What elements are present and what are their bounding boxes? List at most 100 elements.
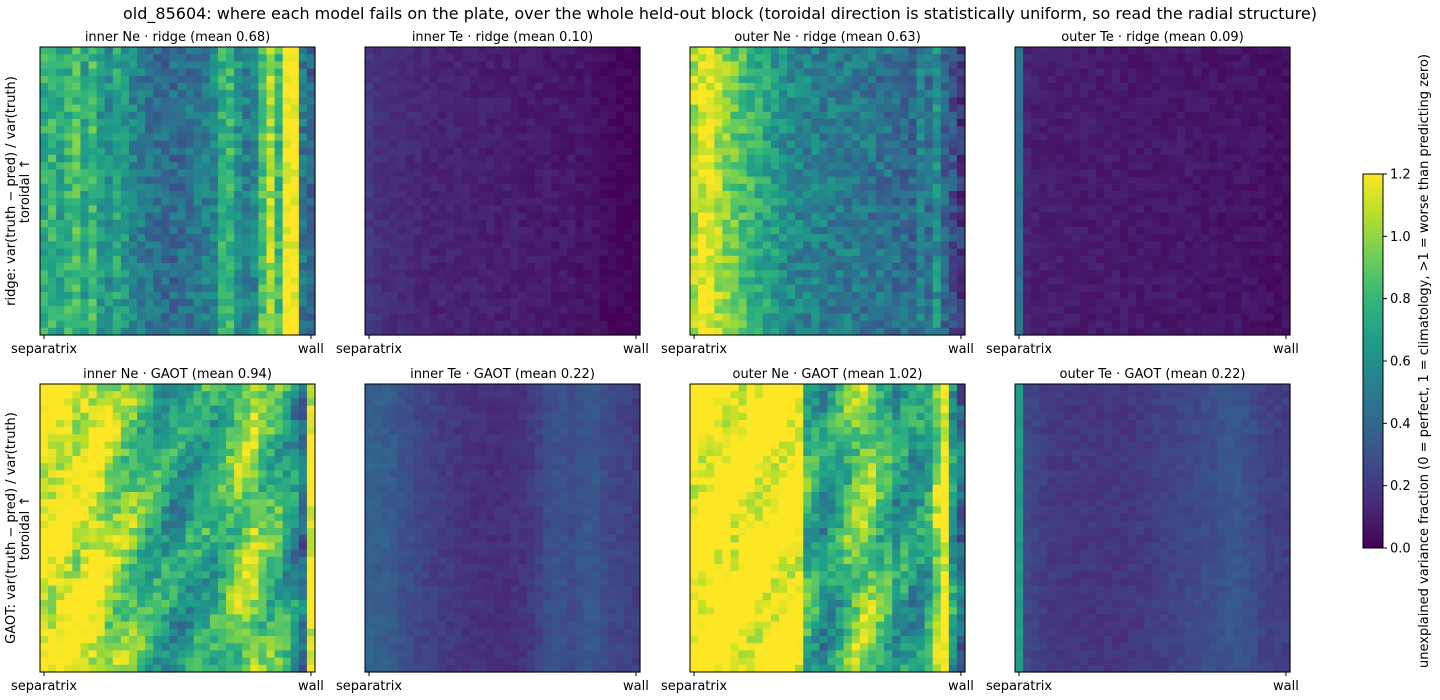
heatmap-cell [104,61,114,70]
heatmap-cell [892,90,901,98]
heatmap-cell [534,155,544,163]
heatmap-cell [48,68,57,77]
heatmap-cell [1120,176,1129,185]
heatmap-cell [690,147,699,156]
heatmap-cell [48,140,57,149]
heatmap-cell [405,299,415,307]
heatmap-cell [1168,61,1178,70]
heatmap-cell [631,198,641,206]
heatmap-cell [201,219,211,228]
heatmap-cell [924,227,934,235]
heatmap-cell [591,75,601,84]
heatmap-cell [421,263,431,271]
heatmap-cell [778,47,788,55]
heatmap-cell [851,133,861,142]
heatmap-cell [615,61,625,70]
heatmap-cell [803,68,812,77]
heatmap-cell [908,140,918,149]
heatmap-cell [1087,176,1097,185]
heatmap-cell [916,327,926,336]
heatmap-cell [104,270,114,278]
heatmap-cell [389,248,398,257]
heatmap-cell [389,212,398,221]
heatmap-cell [518,111,528,120]
heatmap-cell [1152,97,1162,106]
heatmap-cell [567,111,576,120]
heatmap-cell [623,234,633,242]
heatmap-cell [1257,133,1267,142]
heatmap-cell [201,111,211,120]
heatmap-cell [72,119,82,127]
heatmap-cell [1201,212,1210,221]
heatmap-cell [908,306,918,314]
heatmap-cell [1160,176,1170,185]
heatmap-cell [778,191,788,199]
heatmap-cell [429,234,439,242]
heatmap-cell [1023,126,1032,134]
heatmap-cell [884,75,893,84]
heatmap-cell [445,277,455,286]
heatmap-cell [746,90,756,98]
heatmap-cell [827,284,837,293]
heatmap-cell [64,169,73,178]
heatmap-cell [80,183,90,192]
heatmap-cell [948,68,958,77]
heatmap-cell [754,75,764,84]
heatmap-cell [1168,183,1178,192]
heatmap-cell [234,111,243,120]
heatmap-cell [429,90,439,98]
heatmap-cell [96,234,106,242]
heatmap-cell [381,97,390,106]
heatmap-cell [282,90,292,98]
heatmap-cell [510,133,520,142]
heatmap-cell [201,234,211,242]
heatmap-cell [916,320,926,329]
heatmap-cell [698,270,707,278]
heatmap-cell [706,162,715,170]
heatmap-cell [193,183,203,192]
heatmap-cell [722,47,732,55]
heatmap-cell [754,219,764,228]
heatmap-cell [1071,183,1081,192]
heatmap-cell [1103,68,1113,77]
heatmap-cell [690,61,699,70]
heatmap-cell [1168,54,1178,62]
heatmap-cell [730,169,740,178]
heatmap-cell [526,205,536,214]
heatmap-cell [373,219,382,228]
heatmap-cell [193,255,203,264]
heatmap-cell [762,183,772,192]
heatmap-cell [698,75,707,84]
heatmap-cell [1241,68,1251,77]
heatmap-cell [1071,68,1081,77]
heatmap-cell [859,219,869,228]
heatmap-cell [462,147,471,156]
heatmap-cell [486,183,496,192]
heatmap-cell [819,291,829,300]
heatmap-cell [714,227,723,235]
heatmap-cell [1225,75,1234,84]
heatmap-cell [940,133,950,142]
heatmap-cell [819,90,829,98]
heatmap-cell [40,47,49,55]
heatmap-cell [40,75,49,84]
heatmap-cell [599,83,609,91]
heatmap-cell [56,219,65,228]
heatmap-cell [762,291,772,300]
heatmap-cell [851,212,861,221]
heatmap-cell [298,140,308,149]
heatmap-cell [908,219,918,228]
heatmap-cell [1120,90,1129,98]
heatmap-cell [161,291,171,300]
heatmap-cell [502,54,512,62]
heatmap-cell [534,219,544,228]
heatmap-cell [413,147,423,156]
heatmap-cell [405,263,415,271]
heatmap-cell [1031,83,1040,91]
heatmap-cell [153,313,162,322]
heatmap-cell [706,212,715,221]
heatmap-cell [1103,61,1113,70]
heatmap-cell [518,255,528,264]
heatmap-cell [1087,147,1097,156]
heatmap-cell [948,97,958,106]
